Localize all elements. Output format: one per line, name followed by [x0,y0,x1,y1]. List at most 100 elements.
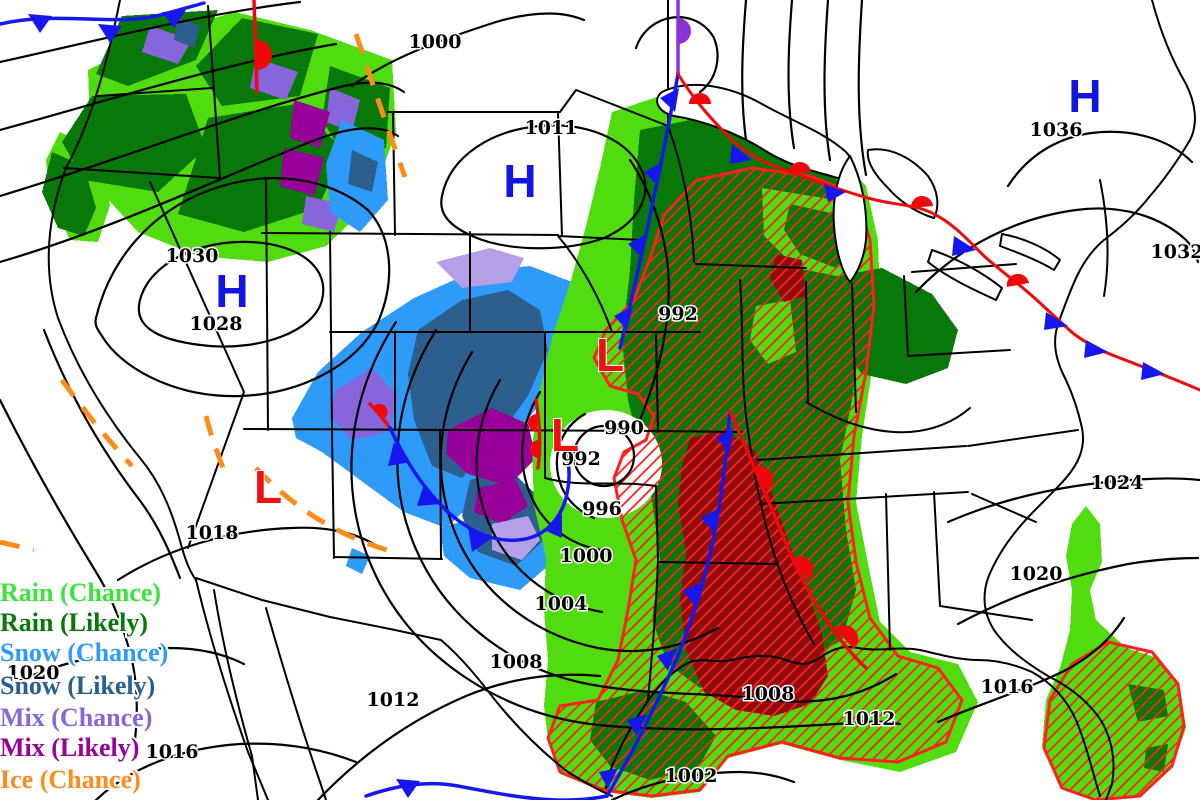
warm-front-stub [252,0,259,94]
warm-front-semicircle [530,440,539,458]
pressure-label: 1012 [843,708,896,730]
mix-likely-blob-2 [280,148,324,196]
mix-chance-blob-1 [142,26,192,64]
state-boundaries [47,0,1196,800]
low-pressure-symbol: L [551,409,579,461]
cold-front-hook [388,426,571,542]
snow-likely-corner [174,18,200,48]
legend-item-snow-likely: Snow (Likely) [0,671,155,700]
pressure-label: 1018 [186,522,239,544]
legend-item-rain-chance: Rain (Chance) [0,578,161,607]
low-pressure-symbol: L [254,461,282,513]
mix-chance-top-fringe [436,248,524,288]
pressure-label: 1016 [981,676,1034,698]
stationary-front-triangle [1084,340,1108,358]
pressure-label: 996 [582,498,622,520]
legend-item-ice-chance: Ice (Chance) [0,765,141,794]
mexico-border [195,577,613,797]
pressure-label: 1020 [7,662,60,684]
pressure-centers: H H H L L L [214,69,1102,514]
pressure-label: 1016 [146,741,199,763]
rain-likely-band-3 [62,94,206,192]
cold-front-triangle [644,162,663,186]
stationary-front-semicircle [1006,273,1029,287]
cold-front-triangle [716,428,733,452]
cold-front-triangle [396,779,420,798]
mix-likely-blob-1 [290,100,330,148]
mix-likely-central-1 [446,408,536,486]
pressure-label: 990 [604,417,644,439]
cold-front-triangle [388,442,410,466]
occluded-front-semicircle [678,18,691,44]
warm-front-semicircle [791,556,814,581]
cold-front-triangle [701,508,719,532]
cold-front-northwest [0,1,206,26]
pressure-label: 1004 [535,593,588,615]
pressure-label: 1008 [742,683,795,705]
pressure-label: 1032 [1151,241,1200,263]
severe-risk-region-florida [1042,640,1186,800]
cold-front-triangle [660,88,679,112]
cold-front-main [618,72,680,350]
legend: Rain (Chance) Rain (Likely) Snow (Chance… [0,576,170,796]
legend-item-rain-likely: Rain (Likely) [0,608,148,637]
stationary-front-triangle [1044,312,1068,330]
canada-border [387,0,669,127]
pressure-label: 1020 [1010,563,1063,585]
pressure-label: 1011 [525,117,578,139]
warm-front-semicircle [257,40,272,70]
cold-front-triangle [162,10,186,28]
warm-front-semicircle [751,466,774,491]
warm-front-semicircle [528,414,537,432]
cold-front-triangle [544,514,562,538]
cold-front-triangle [683,582,702,606]
pressure-label: 1008 [490,651,543,673]
pacific-coastline [47,0,197,581]
stationary-front-triangle [1141,362,1165,380]
stationary-front-triangle [952,236,976,256]
lake-erie [927,249,1003,301]
pressure-label: 1002 [665,765,718,787]
cold-front-gulf-west [364,781,609,800]
warm-front-segment-west [368,402,392,430]
snow-chance-speck [346,548,370,574]
atlantic-coastline [983,0,1196,800]
lake-huron [866,148,939,219]
gulf-of-california-coast [265,607,327,800]
pressure-label: 992 [658,303,698,325]
legend-item-mix-likely: Mix (Likely) [0,733,139,762]
warm-front-near-low [534,398,542,470]
pressure-label: 1030 [166,245,219,267]
baja-coastline-inner [213,589,259,800]
high-pressure-symbol: H [215,265,248,317]
snow-likely-area-nw [348,150,378,192]
pressure-label: 1036 [1030,119,1083,141]
interior-state-lines [63,5,1109,701]
stationary-front-semicircle [788,161,811,174]
pressure-labels: 1000 1011 1036 1032 1030 1028 992 990 99… [5,30,1200,789]
dryline-trough-north [353,33,408,178]
dryline-trough-southwest [254,466,395,555]
high-pressure-symbol: H [1068,70,1101,122]
stationary-front-triangle [730,144,752,164]
mix-chance-blob-3 [326,88,360,132]
warm-front-southeast [728,410,868,670]
pressure-label: 992 [561,448,601,470]
cold-front-triangle [468,526,492,552]
cold-front-triangle [599,768,618,789]
dryline-trough-california-2 [203,415,226,469]
cold-front-triangle [614,306,633,330]
lake-ontario [999,233,1061,271]
mix-likely-central-2 [474,480,528,524]
lake-michigan [832,155,868,283]
cold-front-triangle [98,24,122,43]
pressure-label: 1000 [560,545,613,567]
high-pressure-symbol: H [503,155,536,207]
pressure-label: 1000 [409,31,462,53]
stationary-front-triangle [824,184,846,202]
low-pressure-symbol: L [596,329,624,381]
legend-item-snow-chance: Snow (Chance) [0,638,168,667]
